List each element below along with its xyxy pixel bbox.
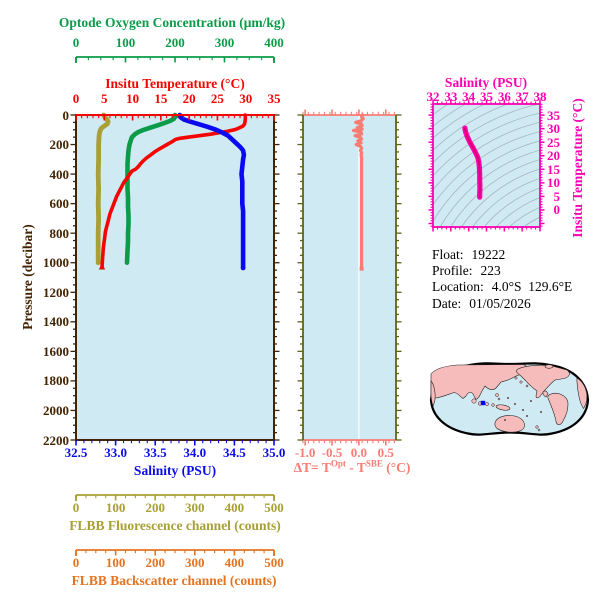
delta-title-mid: - T [345,460,366,475]
tick-label: 0 [72,91,80,106]
tick-label: 600 [49,196,70,212]
tick-label: 800 [49,225,70,241]
tick-label: 15 [547,161,560,177]
tick-label: 20 [182,91,196,106]
tick-label: 100 [105,555,126,570]
tick-label: 35 [547,107,560,123]
tick-label: 0 [72,35,80,50]
tick-label: 5 [553,188,561,204]
tick-label: 400 [264,35,284,50]
tick-label: 10 [547,175,560,191]
tick-label: -1.0 [294,445,316,460]
world-map [429,362,590,436]
tick-label: 25 [210,91,224,106]
date-value: 01/05/2026 [469,295,531,311]
tick-label: 1800 [43,373,69,389]
tick-label: 1200 [43,284,69,300]
tick-label: 400 [224,555,245,570]
delta-title-pre: ΔT= T [293,460,331,475]
delta-title-post: (°C) [382,460,411,475]
tick-label: 2200 [43,432,69,448]
tick-label: 100 [115,35,136,50]
tick-label: 500 [264,500,284,515]
tick-label: 34.5 [223,445,246,460]
profile-info-row: Profile: 223 [432,263,572,279]
tick-label: 0 [553,202,561,218]
tick-label: 300 [185,555,205,570]
float-position-marker [480,400,486,406]
tick-label: 36 [497,89,511,104]
tick-label: 200 [145,555,165,570]
float-info-row: Float: 19222 [432,247,572,263]
pressure-axis-title: Pressure (decibar) [20,224,35,330]
float-info-block: Float: 19222 Profile: 223 Location: 4.0°S 1… [432,247,572,312]
tick-label: 33.0 [104,445,127,460]
tick-label: -0.5 [321,445,343,460]
tick-label: 2000 [43,402,69,418]
tick-label: 30 [239,91,253,106]
date-info-row: Date: 01/05/2026 [432,296,572,312]
profile-value: 223 [480,263,501,279]
tick-label: 32 [426,89,440,104]
tick-label: 300 [185,500,205,515]
tick-label: 1600 [43,343,69,359]
tick-label: 400 [224,500,245,515]
tick-label: 34 [462,89,476,104]
tick-label: 1000 [43,255,69,271]
tick-label: 200 [145,500,165,515]
oxygen-axis-title: Optode Oxygen Concentration (μm/kg) [58,15,286,30]
tick-label: 37 [515,89,529,104]
tick-label: 35 [480,89,493,104]
float-label: Float: [432,247,464,262]
tick-label: 300 [214,35,235,50]
temperature-axis-title: Insitu Temperature (°C) [105,76,245,91]
tick-label: 33.5 [143,445,167,460]
tick-label: 200 [165,35,185,50]
tick-label: 1400 [43,314,69,330]
tick-label: 5 [101,91,108,106]
delta-title-sup-sbe: SBE [365,458,383,469]
tick-label: 500 [264,555,284,570]
tick-label: 35 [267,91,281,106]
tick-label: 400 [49,166,70,182]
float-value: 19222 [471,247,506,262]
ts-temperature-axis-title: Insitu Temperature (°C) [570,98,585,238]
location-value: 4.0°S 129.6°E [491,279,573,295]
profile-label: Profile: [432,263,473,279]
location-label: Location: [432,279,484,295]
tick-label: 10 [126,91,140,106]
tick-label: 200 [49,137,70,153]
tick-label: 0.0 [350,445,368,460]
tick-label: 25 [547,134,560,150]
salinity-axis-title: Salinity (PSU) [133,463,217,478]
delta-title-sup-opt: Opt [330,458,346,469]
tick-label: 35.0 [262,445,286,460]
tick-label: 15 [154,91,168,106]
tick-label: 30 [547,121,560,137]
tick-label: 0 [72,555,80,570]
tick-label: 34.0 [183,445,207,460]
tick-label: 32.5 [64,445,88,460]
date-label: Date: [432,295,462,311]
tick-label: 100 [105,500,126,515]
tick-label: 0.5 [377,445,394,460]
tick-label: 33 [444,89,458,104]
backscatter-axis-title: FLBB Backscatter channel (counts) [71,573,277,588]
ts-salinity-axis-title: Salinity (PSU) [444,75,528,90]
fluorescence-axis-title: FLBB Fluorescence channel (counts) [69,518,281,533]
tick-label: 0 [62,107,70,123]
tick-label: 38 [533,89,547,104]
location-info-row: Location: 4.0°S 129.6°E [432,279,572,295]
tick-label: 0 [72,500,80,515]
delta-t-axis-title: ΔT= TOpt - TSBE (°C) [293,458,411,475]
tick-label: 20 [547,148,560,164]
